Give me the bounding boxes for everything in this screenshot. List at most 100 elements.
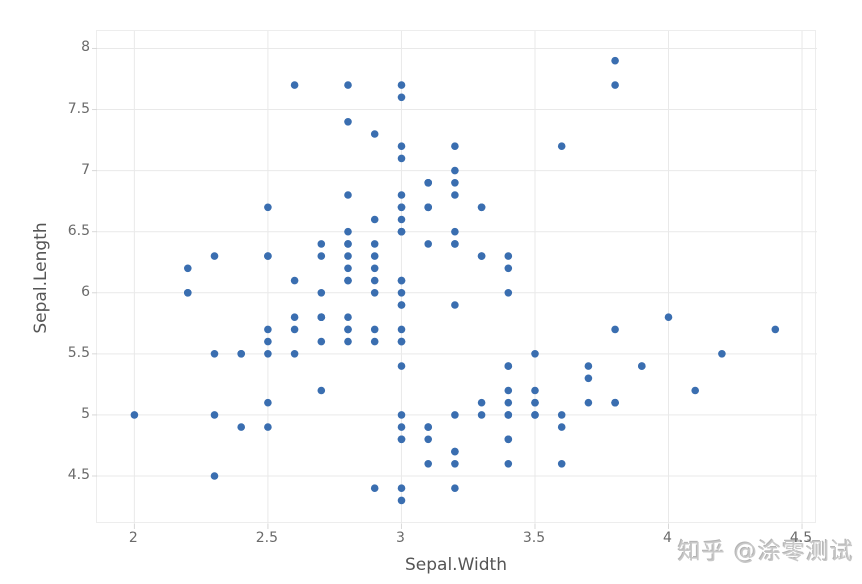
data-point <box>451 411 459 419</box>
data-point <box>210 252 219 260</box>
data-point <box>370 240 379 248</box>
data-point <box>504 264 513 273</box>
data-point <box>504 386 513 395</box>
data-point <box>344 252 352 260</box>
y-tick-label: 5 <box>81 405 90 422</box>
y-tick-label: 8 <box>81 39 90 56</box>
data-point <box>317 337 326 346</box>
data-point <box>531 386 539 395</box>
data-point <box>397 496 406 505</box>
data-point <box>317 240 326 248</box>
data-point <box>264 350 272 358</box>
data-point <box>290 325 299 334</box>
data-point <box>557 460 566 468</box>
data-point <box>611 81 619 89</box>
data-point <box>504 398 513 407</box>
data-point <box>451 166 459 175</box>
data-point <box>370 276 379 285</box>
data-point <box>397 435 406 444</box>
data-point <box>290 350 299 358</box>
data-point <box>477 252 486 260</box>
data-point <box>344 276 352 285</box>
data-point <box>424 423 433 431</box>
data-point <box>210 411 219 419</box>
x-tick-label: 2.5 <box>255 530 279 546</box>
data-point <box>477 203 486 212</box>
data-point <box>397 423 406 431</box>
data-point <box>237 350 245 358</box>
data-point <box>397 227 406 236</box>
data-point <box>184 264 192 273</box>
data-point <box>370 484 379 493</box>
y-tick-label: 7 <box>81 161 90 178</box>
data-point <box>691 386 699 395</box>
data-point <box>397 215 406 224</box>
data-point <box>264 252 272 260</box>
data-point <box>344 240 352 248</box>
data-point <box>531 398 539 407</box>
data-point <box>531 350 539 358</box>
data-point <box>130 411 139 419</box>
data-point <box>210 350 219 358</box>
x-tick-label: 3 <box>395 530 405 546</box>
y-tick-label: 6 <box>81 283 90 300</box>
data-point <box>424 435 433 444</box>
data-point <box>451 240 459 248</box>
data-point <box>344 227 352 236</box>
data-point <box>397 203 406 212</box>
plot-panel <box>92 30 817 529</box>
data-point <box>718 350 726 358</box>
data-point <box>397 93 406 102</box>
data-point <box>451 142 459 150</box>
data-point <box>397 142 406 150</box>
data-point <box>397 484 406 493</box>
data-point <box>344 264 352 273</box>
data-point <box>397 154 406 163</box>
data-point <box>504 460 513 468</box>
data-point <box>317 386 326 395</box>
data-point <box>557 423 566 431</box>
data-point <box>584 374 593 383</box>
x-tick-label: 2 <box>128 530 138 546</box>
data-point <box>611 325 619 334</box>
x-axis-title: Sepal.Width <box>405 555 507 575</box>
data-point <box>424 240 433 248</box>
data-point <box>370 289 379 297</box>
data-point <box>451 191 459 199</box>
data-point <box>557 142 566 150</box>
data-point <box>397 362 406 370</box>
x-tick-label: 3.5 <box>522 530 546 546</box>
y-tick-label: 7.5 <box>67 100 90 117</box>
data-point <box>504 411 513 419</box>
data-point <box>264 203 272 212</box>
data-point <box>344 191 352 199</box>
data-point <box>397 81 406 89</box>
data-point <box>344 81 352 89</box>
data-point <box>344 325 352 334</box>
data-point <box>531 411 539 419</box>
data-point <box>397 276 406 285</box>
data-point <box>397 191 406 199</box>
data-point <box>264 398 272 407</box>
data-point <box>370 325 379 334</box>
data-point <box>504 362 513 370</box>
data-point <box>664 313 673 322</box>
data-point <box>611 398 619 407</box>
data-point <box>451 447 459 456</box>
data-point <box>397 301 406 309</box>
data-point <box>771 325 780 334</box>
data-point <box>504 289 513 297</box>
data-point <box>477 398 486 407</box>
data-point <box>370 130 379 138</box>
data-point <box>344 337 352 346</box>
data-point <box>317 289 326 297</box>
y-tick-label: 4.5 <box>67 466 90 483</box>
data-point <box>397 337 406 346</box>
data-point <box>317 313 326 322</box>
data-point <box>210 472 219 480</box>
data-point <box>290 81 299 89</box>
data-point <box>370 215 379 224</box>
data-point <box>370 252 379 260</box>
watermark-text: 知乎 @涂零测试 <box>677 539 854 565</box>
